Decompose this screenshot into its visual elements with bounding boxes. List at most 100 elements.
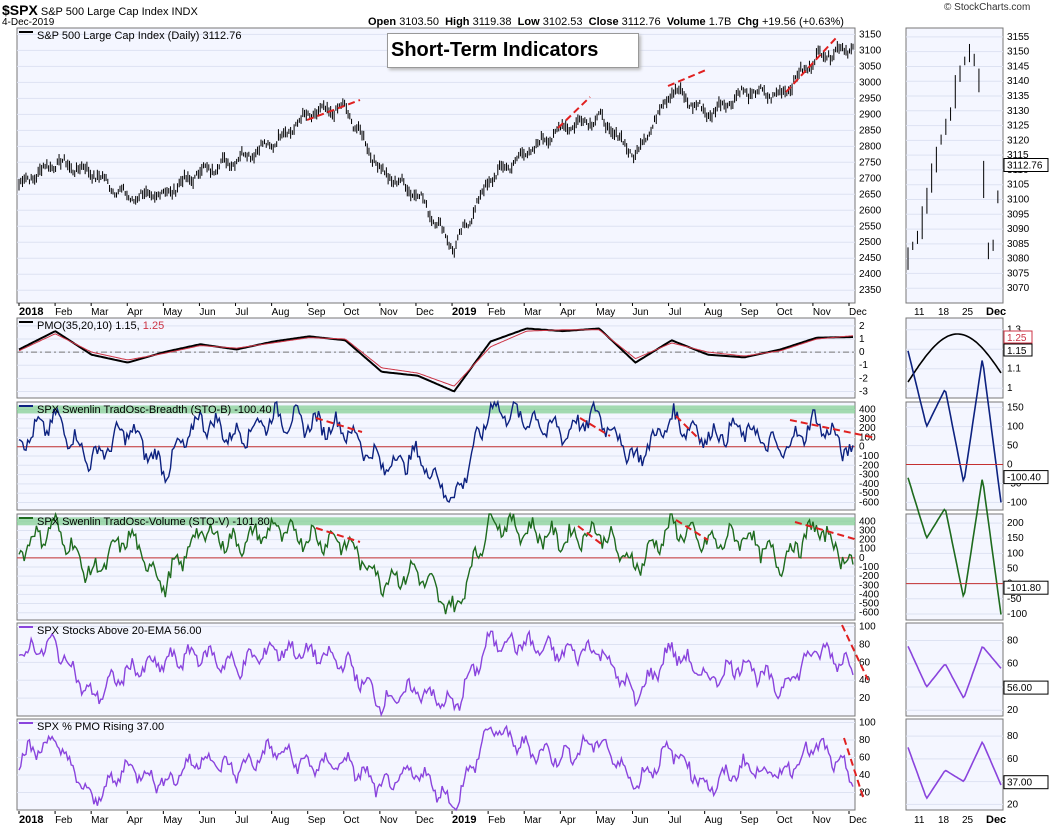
right-xtick-top-2: 25	[962, 307, 974, 318]
panel-4-series-line	[18, 629, 854, 718]
panel-3-overbought-band	[17, 517, 855, 526]
panel-2-ytick-7: 100	[859, 432, 876, 443]
pmo-right-label-box-1	[1003, 343, 1033, 357]
panel-0-ytick-9: 2800	[859, 141, 882, 152]
panel-4-right-line	[907, 645, 1002, 699]
panel-2-ytick-8: 200	[859, 423, 876, 434]
panel-0-ytick-14: 3050	[859, 61, 882, 72]
panel-0-ytick-12: 2950	[859, 93, 882, 104]
panel-5-legend-swatch	[19, 722, 33, 724]
xtick-top-12: 2019	[452, 306, 476, 318]
xtick-bottom-12: 2019	[452, 814, 476, 826]
source-credit: © StockCharts.com	[944, 2, 1031, 13]
panel-0-rytick-1: 3075	[1007, 268, 1030, 279]
panel-0-ytick-15: 3100	[859, 45, 882, 56]
xtick-top-14: Mar	[524, 307, 542, 318]
panel-0-rytick-12: 3130	[1007, 106, 1030, 117]
xtick-top-22: Nov	[813, 307, 831, 318]
trend-annotation-2	[667, 69, 707, 87]
xtick-bottom-8: Sep	[308, 815, 326, 826]
panel-5-ytick-4: 80	[859, 735, 871, 746]
panel-1-series-line	[18, 327, 853, 393]
xtick-bottom-21: Oct	[777, 815, 793, 826]
xtick-bottom-17: Jun	[632, 815, 648, 826]
panel-3-title: SPX Swenlin TradOsc-Volume (STO-V) -101.…	[19, 516, 270, 528]
panel-5-title-text: SPX % PMO Rising 37.00	[37, 721, 164, 733]
panel-3-legend-swatch	[19, 517, 33, 519]
panel-0-rytick-7: 3105	[1007, 180, 1030, 191]
panel-0-rytick-14: 3140	[1007, 76, 1030, 87]
xtick-bottom-0: 2018	[19, 814, 43, 826]
panel-2-title-text: SPX Swenlin TradOsc-Breadth (STO-B) -100…	[37, 404, 272, 416]
trend-annotation-1	[557, 96, 591, 129]
xtick-top-3: Apr	[127, 307, 143, 318]
panel-2-rytick-5: 150	[1007, 403, 1024, 414]
panel-0-title-text: S&P 500 Large Cap Index (Daily) 3112.76	[37, 30, 241, 42]
xtick-bottom-23: Dec	[849, 815, 867, 826]
panel-4-ytick-2: 40	[859, 675, 871, 686]
panel-5-ytick-3: 60	[859, 753, 871, 764]
panel-0-ytick-1: 2400	[859, 269, 882, 280]
panel-2-overbought-band	[17, 405, 855, 414]
xtick-top-7: Aug	[272, 307, 290, 318]
panel-5-right-line	[907, 740, 1002, 800]
xtick-bottom-11: Dec	[416, 815, 434, 826]
panel-0-rytick-17: 3155	[1007, 32, 1030, 43]
panel-0-rytick-13: 3135	[1007, 91, 1030, 102]
xtick-top-21: Oct	[777, 307, 793, 318]
panel-4-title-text: SPX Stocks Above 20-EMA 56.00	[37, 625, 201, 637]
xtick-bottom-13: Feb	[488, 815, 506, 826]
overlay-title: Short-Term Indicators	[391, 39, 599, 61]
panel-1-ytick-5: 2	[859, 321, 865, 332]
panel-0-rytick-3: 3085	[1007, 239, 1030, 250]
panel-3-ytick-7: 100	[859, 544, 876, 555]
panel-3-ytick-9: 300	[859, 525, 876, 536]
panel-3-last-label-box	[1003, 580, 1049, 595]
panel-2-ytick-9: 300	[859, 414, 876, 425]
panel-4-rytick-3: 80	[1007, 635, 1019, 646]
panel-0-ytick-6: 2650	[859, 189, 882, 200]
panel-0-ytick-13: 3000	[859, 77, 882, 88]
trend-annotation-0	[306, 99, 361, 121]
xtick-bottom-14: Mar	[524, 815, 542, 826]
panel-1-title-text: PMO(35,20,10) 1.15, 1.25	[37, 320, 164, 332]
panel-3-rytick-3: 50	[1007, 564, 1019, 575]
panel-3-rytick-4: 100	[1007, 548, 1024, 559]
right-xtick-bottom-1: 18	[938, 815, 950, 826]
panel-4-last-label: 56.00	[1007, 683, 1032, 694]
panel-0-legend-swatch	[19, 31, 33, 33]
panel-2-ytick-10: 400	[859, 404, 876, 415]
panel-1-legend-swatch	[19, 321, 33, 323]
panel-3-ytick-8: 200	[859, 535, 876, 546]
xtick-top-1: Feb	[55, 307, 73, 318]
panel-3-ytick-6: 0	[859, 553, 865, 564]
panel-1-ytick-4: 1	[859, 334, 865, 345]
symbol: $SPX	[2, 2, 38, 18]
panel-1-ytick-0: -3	[859, 386, 868, 397]
panel-0-main-bg	[16, 27, 856, 304]
panel-0-title: S&P 500 Large Cap Index (Daily) 3112.76	[19, 30, 241, 42]
panel-0-ytick-0: 2350	[859, 285, 882, 296]
xtick-bottom-20: Sep	[741, 815, 759, 826]
panel-3-ytick-5: -100	[859, 562, 879, 573]
panel-5-ytick-1: 20	[859, 788, 871, 799]
pmo-right-label-0: 1.25	[1007, 333, 1027, 344]
panel-3-last-label: -101.80	[1007, 583, 1041, 594]
pmo-right-label-box-0	[1003, 330, 1033, 344]
xtick-top-6: Jul	[236, 307, 249, 318]
trend-annotation-6	[675, 415, 701, 441]
panel-0-rytick-11: 3125	[1007, 121, 1030, 132]
panel-5-rytick-0: 20	[1007, 799, 1019, 810]
panel-1-ytick-1: -2	[859, 373, 868, 384]
xtick-top-13: Feb	[488, 307, 506, 318]
panel-1-title: PMO(35,20,10) 1.15, 1.25	[19, 320, 164, 332]
chart-date: 4-Dec-2019	[2, 17, 55, 28]
panel-4-rytick-2: 60	[1007, 659, 1019, 670]
overlay-title-box: Short-Term Indicators	[387, 33, 639, 68]
panel-3-rytick-5: 150	[1007, 533, 1024, 544]
index-name: S&P 500 Large Cap Index INDX	[40, 6, 198, 18]
xtick-bottom-10: Nov	[380, 815, 398, 826]
panel-0-ytick-3: 2500	[859, 237, 882, 248]
right-xtick-bottom-2: 25	[962, 815, 974, 826]
panel-3-rytick-6: 200	[1007, 518, 1024, 529]
